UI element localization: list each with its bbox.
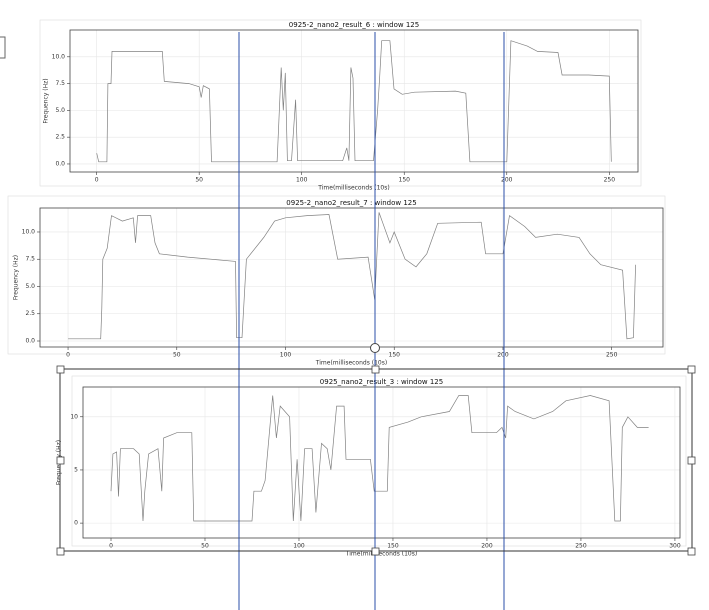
margin-bracket — [0, 36, 6, 59]
x-tick-label: 100 — [293, 543, 305, 550]
data-line — [68, 212, 636, 340]
y-tick-label: 7.5 — [25, 256, 35, 263]
chart-title: 0925-2_nano2_result_6 : window 125 — [289, 21, 419, 29]
data-line — [110, 395, 649, 522]
x-tick-label: 50 — [173, 352, 181, 359]
y-axis-label: Frequency (Hz) — [13, 255, 20, 300]
charts: 0 50 100 150 200 2500.02.55.07.510.00925-2_na… — [7, 19, 687, 558]
x-axis-label: Time(milliseconds (10s) — [317, 185, 389, 192]
y-tick-label: 0.0 — [55, 160, 65, 167]
y-tick-label: 2.5 — [55, 134, 65, 141]
plot-frame — [82, 386, 681, 539]
x-tick-label: 0 — [66, 352, 70, 359]
y-tick-label: 5.0 — [55, 107, 65, 114]
y-axis-label: Frequency (Hz) — [43, 78, 50, 123]
rotate-handle[interactable] — [370, 343, 380, 353]
x-tick-label: 150 — [389, 352, 401, 359]
x-tick-label: 100 — [280, 352, 292, 359]
chart-title: 0925_nano2_result_3 : window 125 — [320, 378, 443, 386]
y-tick-label: 2.5 — [25, 310, 35, 317]
y-tick-label: 0 — [74, 520, 78, 527]
y-tick-label: 10 — [70, 413, 78, 420]
x-tick-label: 50 — [195, 177, 203, 184]
y-tick-label: 5.0 — [25, 283, 35, 290]
x-tick-label: 200 — [497, 352, 509, 359]
x-tick-label: 200 — [501, 177, 513, 184]
data-line — [96, 40, 612, 163]
plot-frame — [39, 207, 664, 348]
y-tick-label: 5 — [74, 466, 78, 473]
selection-handles[interactable] — [56, 365, 696, 556]
chart-image-frame — [7, 195, 666, 355]
x-tick-label: 50 — [201, 543, 209, 550]
overlay — [56, 32, 696, 610]
x-tick-label: 0 — [109, 543, 113, 550]
x-tick-label: 100 — [296, 177, 308, 184]
x-tick-label: 0 — [95, 177, 99, 184]
chart-image-frame — [71, 375, 687, 547]
y-tick-label: 0.0 — [25, 338, 35, 345]
x-tick-label: 300 — [669, 543, 681, 550]
y-tick-label: 7.5 — [55, 80, 65, 87]
y-tick-label: 10.0 — [22, 228, 36, 235]
x-tick-label: 200 — [481, 543, 493, 550]
x-tick-label: 250 — [606, 352, 618, 359]
x-axis-label: Time(milliseconds (10s) — [315, 360, 387, 367]
chart-title: 0925-2_nano2_result_7 : window 125 — [286, 199, 416, 207]
x-tick-label: 150 — [387, 543, 399, 550]
plot-frame — [69, 29, 639, 173]
y-tick-label: 10.0 — [52, 53, 66, 60]
x-tick-label: 250 — [604, 177, 616, 184]
x-tick-label: 150 — [399, 177, 411, 184]
x-tick-label: 250 — [575, 543, 587, 550]
chart-image-frame — [39, 19, 642, 187]
x-axis-label: Time(milliseconds (10s) — [345, 551, 417, 558]
